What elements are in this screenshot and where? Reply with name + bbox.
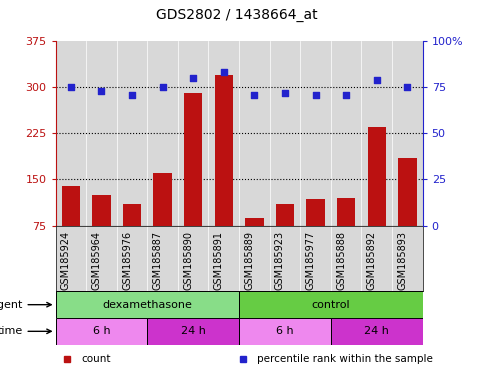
Point	[220, 69, 227, 75]
Text: control: control	[312, 300, 350, 310]
Text: GSM185964: GSM185964	[91, 231, 101, 290]
Bar	[184, 93, 202, 226]
Text: GSM185923: GSM185923	[275, 231, 285, 290]
Point	[373, 77, 381, 83]
Text: 6 h: 6 h	[93, 326, 110, 336]
Text: GSM185977: GSM185977	[306, 231, 315, 290]
Point	[312, 91, 319, 98]
Bar	[154, 173, 172, 226]
Bar	[56, 318, 147, 345]
Bar	[214, 75, 233, 226]
Point	[128, 91, 136, 98]
Point	[281, 89, 289, 96]
Bar	[276, 204, 294, 226]
Text: time: time	[0, 326, 51, 336]
Bar	[337, 198, 355, 226]
Point	[98, 88, 105, 94]
Bar	[92, 195, 111, 226]
Text: GSM185924: GSM185924	[61, 231, 71, 290]
Text: 6 h: 6 h	[276, 326, 294, 336]
Text: GSM185889: GSM185889	[244, 231, 255, 290]
Text: 24 h: 24 h	[364, 326, 389, 336]
Text: GSM185976: GSM185976	[122, 231, 132, 290]
Point	[403, 84, 411, 90]
Text: GSM185888: GSM185888	[336, 231, 346, 290]
Bar	[56, 291, 239, 318]
Text: GSM185892: GSM185892	[367, 231, 377, 290]
Bar	[306, 199, 325, 226]
Bar	[147, 318, 239, 345]
Bar	[368, 127, 386, 226]
Text: GDS2802 / 1438664_at: GDS2802 / 1438664_at	[156, 8, 317, 22]
Point	[342, 91, 350, 98]
Text: GSM185887: GSM185887	[153, 231, 163, 290]
Point	[159, 84, 167, 90]
Bar	[239, 291, 423, 318]
Text: agent: agent	[0, 300, 51, 310]
Bar	[398, 158, 416, 226]
Text: count: count	[81, 354, 111, 364]
Point	[67, 84, 75, 90]
Text: GSM185893: GSM185893	[398, 231, 407, 290]
Bar	[239, 318, 331, 345]
Text: GSM185890: GSM185890	[183, 231, 193, 290]
Text: dexamethasone: dexamethasone	[102, 300, 192, 310]
Point	[189, 75, 197, 81]
Bar	[62, 185, 80, 226]
Text: GSM185891: GSM185891	[214, 231, 224, 290]
Bar	[331, 318, 423, 345]
Bar	[123, 204, 141, 226]
Point	[251, 91, 258, 98]
Text: percentile rank within the sample: percentile rank within the sample	[257, 354, 433, 364]
Bar	[245, 218, 264, 226]
Text: 24 h: 24 h	[181, 326, 206, 336]
